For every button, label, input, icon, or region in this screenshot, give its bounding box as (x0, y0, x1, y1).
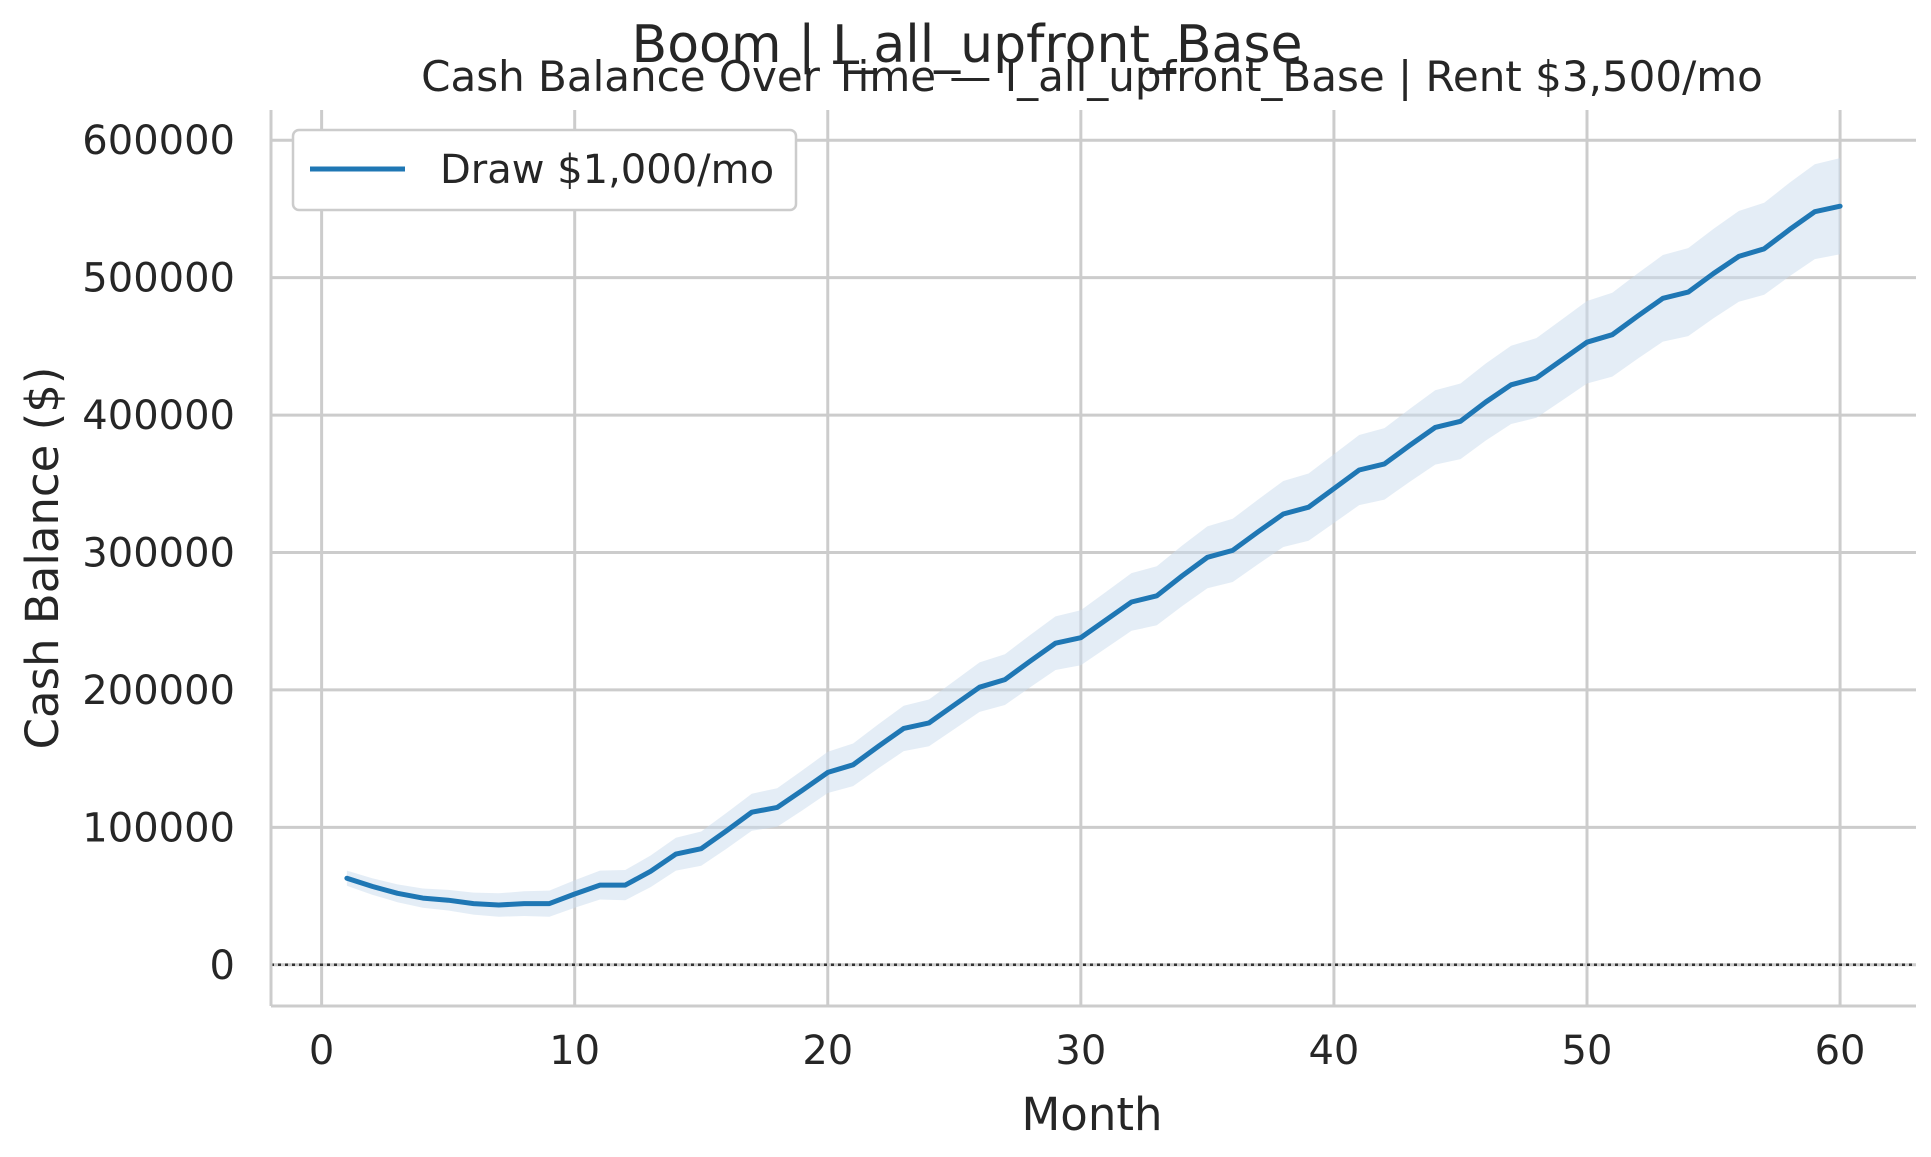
y-tick-label: 0 (210, 943, 235, 989)
legend-box (291, 128, 798, 212)
x-tick-label: 20 (802, 1028, 853, 1074)
series-line-0 (344, 203, 1843, 908)
tick-labels: 0 10 20 30 40 50 60 0 100000 200000 300000 400000 50… (82, 118, 1865, 1074)
x-tick-label: 10 (549, 1028, 600, 1074)
y-tick-label: 600000 (82, 118, 235, 164)
y-tick-label: 500000 (82, 256, 235, 302)
y-tick-label: 300000 (82, 531, 235, 577)
x-axis-label: Month (1021, 1088, 1162, 1141)
y-tick-label: 200000 (82, 668, 235, 714)
y-axis-label: Cash Balance ($) (16, 367, 69, 750)
y-tick-label: 400000 (82, 393, 235, 439)
x-tick-label: 40 (1308, 1028, 1359, 1074)
x-tick-label: 60 (1815, 1028, 1866, 1074)
chart-title: Cash Balance Over Time — I_all_upfront_B… (421, 52, 1763, 101)
figure-suptitle: Boom | I_all_upfront_Base (632, 15, 1303, 75)
x-tick-label: 30 (1055, 1028, 1106, 1074)
y-tick-label: 100000 (82, 805, 235, 851)
x-tick-label: 50 (1562, 1028, 1613, 1074)
legend: Draw $1,000/mo (291, 128, 798, 212)
legend-label: Draw $1,000/mo (440, 147, 774, 193)
series-lines (344, 203, 1843, 908)
axes-frame (269, 110, 1916, 1008)
x-tick-label: 0 (309, 1028, 334, 1074)
